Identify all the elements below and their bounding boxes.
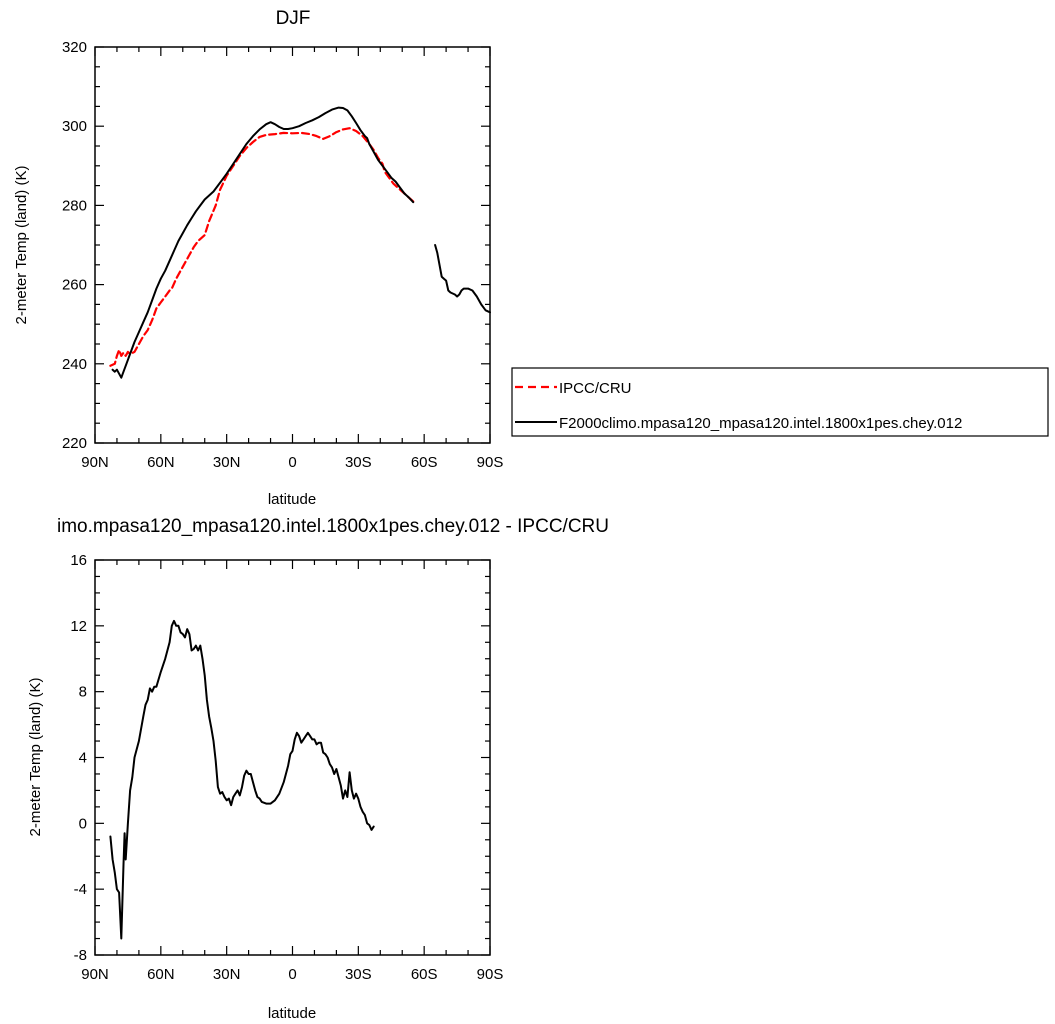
top-ytick-label: 240 — [62, 356, 87, 373]
bottom-ytick-label: -4 — [74, 881, 87, 898]
bottom-plot-frame — [94, 559, 491, 956]
top-ytick-label: 220 — [62, 435, 87, 452]
top-chart-ylabel: 2-meter Temp (land) (K) — [13, 166, 30, 325]
top-xtick-label: 60N — [147, 454, 175, 471]
bottom-ytick-label: 12 — [70, 618, 87, 635]
top-chart-xlabel: latitude — [268, 491, 316, 508]
bottom-series-0-line-segment-0 — [109, 619, 375, 940]
top-chart-panel: DJF 220 240 260 280 300 320 90N 60N 30N 0 30S 60S 90… — [13, 8, 1049, 508]
top-xtick-label: 90S — [477, 454, 504, 471]
top-ytick-label: 260 — [62, 277, 87, 294]
bottom-ytick-label: 4 — [79, 750, 87, 767]
bottom-xtick-label: 30S — [345, 966, 372, 983]
legend-label-model: F2000climo.mpasa120_mpasa120.intel.1800x… — [559, 415, 962, 432]
top-xtick-label: 0 — [288, 454, 296, 471]
bottom-ytick-label: -8 — [74, 947, 87, 964]
bottom-xtick-label: 90S — [477, 966, 504, 983]
bottom-chart-xlabel: latitude — [268, 1005, 316, 1022]
bottom-chart-panel: imo.mpasa120_mpasa120.intel.1800x1pes.ch… — [27, 516, 609, 1022]
legend-label-ipcc: IPCC/CRU — [559, 380, 632, 397]
top-xtick-label: 30S — [345, 454, 372, 471]
top-chart-ticks: 220 240 260 280 300 320 90N 60N 30N 0 30S 60S 90S — [62, 39, 503, 471]
top-plot-frame — [94, 46, 491, 444]
bottom-xtick-label: 30N — [213, 966, 241, 983]
bottom-xtick-label: 90N — [81, 966, 109, 983]
legend-box — [511, 367, 1049, 437]
bottom-xtick-label: 60N — [147, 966, 175, 983]
bottom-chart-ticks: -8 -4 0 4 8 12 16 90N 60N 30N 0 30S 60S 90S — [70, 552, 503, 983]
top-xtick-label: 30N — [213, 454, 241, 471]
bottom-chart-ylabel: 2-meter Temp (land) (K) — [27, 678, 44, 837]
top-ytick-label: 280 — [62, 197, 87, 214]
top-chart-lines — [109, 106, 491, 379]
bottom-chart-lines — [109, 619, 375, 940]
top-xtick-label: 60S — [411, 454, 438, 471]
bottom-ytick-label: 16 — [70, 552, 87, 569]
top-ytick-label: 300 — [62, 118, 87, 135]
bottom-ytick-label: 8 — [79, 684, 87, 701]
top-chart-legend: IPCC/CRU F2000climo.mpasa120_mpasa120.in… — [511, 367, 1049, 437]
bottom-ytick-label: 0 — [79, 815, 87, 832]
top-xtick-label: 90N — [81, 454, 109, 471]
bottom-xtick-label: 60S — [411, 966, 438, 983]
top-series-0-line-segment-0 — [109, 127, 415, 367]
bottom-chart-title: imo.mpasa120_mpasa120.intel.1800x1pes.ch… — [57, 516, 609, 537]
top-series-1-line-segment-0 — [111, 106, 415, 379]
top-chart-title: DJF — [276, 8, 311, 29]
bottom-xtick-label: 0 — [288, 966, 296, 983]
top-series-1-line-segment-1 — [434, 244, 491, 314]
top-ytick-label: 320 — [62, 39, 87, 56]
